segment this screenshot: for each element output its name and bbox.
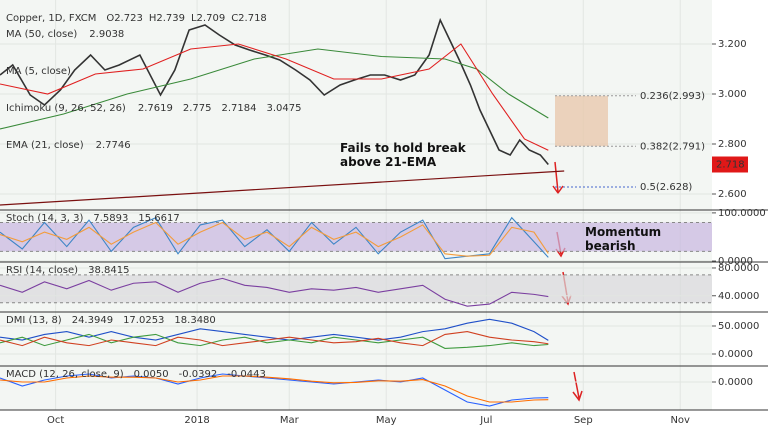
ohlc-value: L2.709	[191, 13, 225, 24]
legend-value: 17.0253	[123, 315, 164, 326]
annotation: Fails to hold break above 21-EMA	[340, 141, 467, 169]
indicator-value: 2.7746	[96, 140, 131, 151]
series-line	[0, 43, 549, 151]
legend-value: 38.8415	[88, 265, 129, 276]
y-tick-label: 40.0000	[718, 291, 759, 302]
legend-value: -0.0443	[227, 369, 266, 380]
legend-value: -0.0392	[179, 369, 218, 380]
plot-background	[0, 0, 712, 410]
indicator-label: EMA (21, close)	[6, 140, 84, 151]
fib-label: 0.236(2.993)	[640, 91, 705, 102]
x-tick-label: Sep	[574, 415, 593, 426]
y-tick-label: 2.600	[718, 189, 747, 200]
y-tick-label: 80.0000	[718, 263, 759, 274]
fib-label: 0.5(2.628)	[640, 182, 692, 193]
axis-background	[712, 0, 768, 428]
x-tick-label: Mar	[280, 415, 300, 426]
series-line	[0, 221, 549, 257]
ohlc-value: O2.723	[106, 13, 143, 24]
y-tick-label: 3.200	[718, 39, 747, 50]
legend-value: 7.5893	[93, 213, 128, 224]
legend-value: 0.0050	[134, 369, 169, 380]
indicator-value: 2.9038	[89, 29, 124, 40]
series-line	[0, 17, 549, 166]
legend-value: 18.3480	[174, 315, 215, 326]
y-tick-label: 0.0000	[718, 377, 753, 388]
price-tag-label: 2.718	[716, 160, 745, 171]
series-line	[0, 373, 549, 407]
indicator-label: MA (5, close)	[6, 66, 71, 77]
y-tick-label: 3.000	[718, 89, 747, 100]
series-line	[0, 216, 549, 260]
series-line	[0, 333, 549, 349]
panel-title: RSI (14, close)	[6, 265, 78, 276]
ohlc-value: H2.739	[149, 13, 185, 24]
series-line	[0, 277, 549, 307]
indicator-value: 2.7184	[221, 103, 256, 114]
x-tick-label: Oct	[47, 415, 64, 426]
y-tick-label: 100.0000	[718, 208, 766, 219]
panel-title: Stoch (14, 3, 3)	[6, 213, 83, 224]
x-tick-label: Nov	[670, 415, 690, 426]
fib-label: 0.382(2.791)	[640, 141, 705, 152]
x-tick-label: 2018	[184, 415, 209, 426]
y-tick-label: 0.0000	[718, 349, 753, 360]
panel-title: Copper, 1D, FXCM	[6, 13, 96, 24]
legend-value: 15.6617	[138, 213, 179, 224]
indicator-value: 2.7619	[138, 103, 173, 114]
band	[0, 274, 712, 303]
series-line	[0, 331, 549, 347]
legend-value: 24.3949	[72, 315, 113, 326]
series-line	[0, 375, 549, 403]
annotation: Momentum bearish	[585, 225, 661, 253]
x-tick-label: May	[376, 415, 397, 426]
trendline	[0, 170, 565, 206]
indicator-value: 3.0475	[266, 103, 301, 114]
y-tick-label: 50.0000	[718, 321, 759, 332]
series-line	[0, 48, 549, 130]
indicator-label: Ichimoku (9, 26, 52, 26)	[6, 103, 126, 114]
panel-title: MACD (12, 26, close, 9)	[6, 369, 124, 380]
ohlc-value: C2.718	[231, 13, 267, 24]
indicator-value: 2.775	[183, 103, 212, 114]
fib-zone	[555, 95, 608, 147]
y-tick-label: 2.800	[718, 139, 747, 150]
price-tag	[712, 156, 748, 173]
indicator-label: MA (50, close)	[6, 29, 77, 40]
panel-title: DMI (13, 8)	[6, 315, 62, 326]
x-tick-label: Jul	[479, 415, 492, 426]
